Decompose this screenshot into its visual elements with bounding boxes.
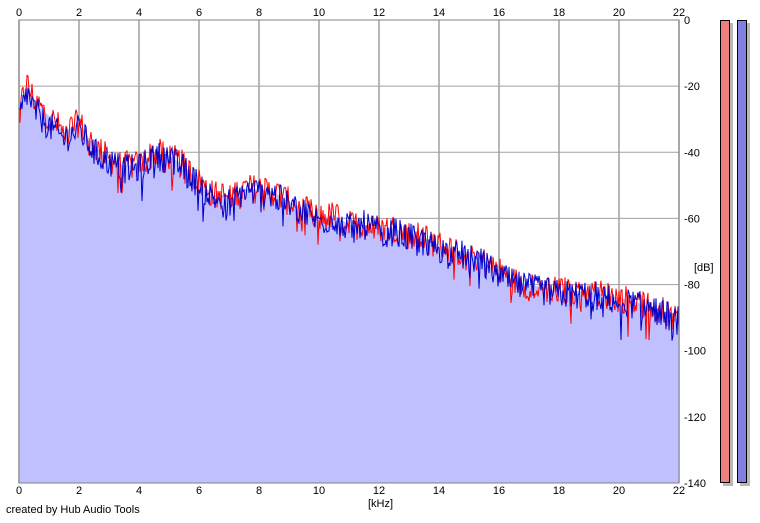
x-tick-label-top: 10 (313, 7, 325, 19)
y-tick-label: -80 (684, 280, 700, 292)
x-tick-label-bottom: 8 (256, 485, 262, 497)
channel-level-meter-left (720, 20, 730, 483)
x-tick-label-bottom: 22 (673, 485, 685, 497)
x-tick-label-top: 20 (613, 7, 625, 19)
y-tick-label: -40 (684, 147, 700, 159)
plot-frame (18, 19, 680, 484)
credit-text: created by Hub Audio Tools (6, 504, 140, 516)
spectrum-line-red (18, 74, 680, 341)
x-tick-label-bottom: 4 (136, 485, 142, 497)
x-tick-label-top: 22 (673, 7, 685, 19)
y-tick-label: -100 (684, 346, 706, 358)
x-axis-unit-label: [kHz] (368, 498, 394, 510)
x-tick-label-top: 8 (256, 7, 262, 19)
x-tick-label-bottom: 18 (553, 485, 565, 497)
x-tick-label-top: 6 (196, 7, 202, 19)
spectrum-fill-area (19, 82, 679, 484)
y-tick-label: 0 (684, 15, 690, 27)
y-tick-label: -140 (684, 478, 706, 490)
y-axis-unit-label: [dB] (694, 262, 714, 274)
y-tick-label: -20 (684, 81, 700, 93)
x-tick-label-bottom: 14 (433, 485, 445, 497)
x-tick-label-bottom: 2 (76, 485, 82, 497)
x-tick-label-bottom: 16 (493, 485, 505, 497)
channel-level-meter-right (737, 20, 747, 483)
x-tick-label-top: 2 (76, 7, 82, 19)
x-tick-label-top: 0 (16, 7, 22, 19)
x-tick-label-bottom: 20 (613, 485, 625, 497)
x-tick-label-bottom: 0 (16, 485, 22, 497)
x-tick-label-top: 4 (136, 7, 142, 19)
y-tick-label: -60 (684, 213, 700, 225)
x-tick-label-top: 16 (493, 7, 505, 19)
x-tick-label-top: 12 (373, 7, 385, 19)
x-tick-label-top: 14 (433, 7, 445, 19)
x-tick-label-bottom: 10 (313, 485, 325, 497)
x-tick-label-top: 18 (553, 7, 565, 19)
x-tick-label-bottom: 6 (196, 485, 202, 497)
y-tick-label: -120 (684, 412, 706, 424)
x-tick-label-bottom: 12 (373, 485, 385, 497)
spectrum-line-blue (18, 88, 680, 341)
